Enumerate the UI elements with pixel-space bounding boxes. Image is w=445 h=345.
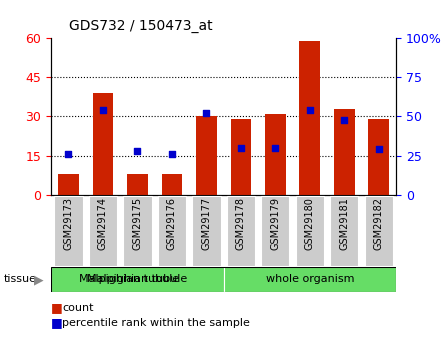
Text: GSM29177: GSM29177 <box>202 197 211 250</box>
Point <box>65 151 72 157</box>
Text: GSM29180: GSM29180 <box>305 197 315 250</box>
Text: GSM29181: GSM29181 <box>340 197 349 250</box>
Bar <box>224 267 396 292</box>
Text: ▶: ▶ <box>34 273 44 286</box>
Bar <box>158 196 186 266</box>
Bar <box>330 196 359 266</box>
Bar <box>299 41 320 195</box>
Point <box>375 147 382 152</box>
Bar <box>231 119 251 195</box>
Bar <box>51 267 224 292</box>
Bar <box>196 116 217 195</box>
Point <box>99 107 106 113</box>
Point <box>134 148 141 154</box>
Bar <box>192 196 221 266</box>
Text: GDS732 / 150473_at: GDS732 / 150473_at <box>69 19 213 33</box>
Bar <box>54 196 83 266</box>
Text: GSM29179: GSM29179 <box>271 197 280 250</box>
Text: tissue: tissue <box>4 275 36 284</box>
Bar <box>162 174 182 195</box>
Bar <box>265 114 286 195</box>
Text: GSM29173: GSM29173 <box>64 197 73 250</box>
Text: GSM29176: GSM29176 <box>167 197 177 250</box>
Text: whole organism: whole organism <box>266 275 354 284</box>
Text: ■: ■ <box>51 316 63 329</box>
Bar <box>58 174 79 195</box>
Text: Malpighian tubule: Malpighian tubule <box>87 275 187 284</box>
Point <box>168 151 175 157</box>
Bar <box>127 174 148 195</box>
Text: Malpighian tubule: Malpighian tubule <box>79 275 179 284</box>
Text: percentile rank within the sample: percentile rank within the sample <box>62 318 250 327</box>
Point <box>341 117 348 122</box>
Bar <box>334 109 355 195</box>
Bar <box>123 196 152 266</box>
Point <box>306 107 313 113</box>
Bar <box>364 196 393 266</box>
Bar <box>261 196 290 266</box>
Bar <box>368 119 389 195</box>
Text: GSM29182: GSM29182 <box>374 197 384 250</box>
Point <box>272 145 279 150</box>
Text: GSM29175: GSM29175 <box>133 197 142 250</box>
Text: count: count <box>62 303 94 313</box>
Point <box>203 110 210 116</box>
Text: GSM29178: GSM29178 <box>236 197 246 250</box>
Bar <box>227 196 255 266</box>
Bar <box>295 196 324 266</box>
Bar <box>93 93 113 195</box>
Bar <box>89 196 117 266</box>
Point <box>237 145 244 150</box>
Text: GSM29174: GSM29174 <box>98 197 108 250</box>
Text: ■: ■ <box>51 301 63 314</box>
